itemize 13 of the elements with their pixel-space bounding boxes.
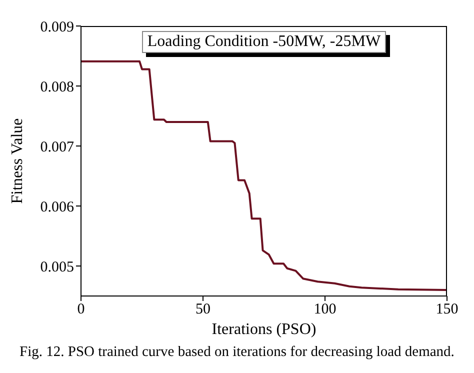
x-axis-title: Iterations (PSO): [212, 321, 316, 338]
x-tick-label: 150: [436, 302, 458, 318]
x-tick-label: 50: [196, 302, 210, 318]
annotation: Loading Condition -50MW, -25MW: [142, 31, 386, 53]
y-tick-label: 0.006: [40, 199, 74, 216]
y-tick-label: 0.009: [40, 19, 74, 36]
y-axis-title: Fitness Value: [9, 118, 26, 204]
y-tick-label: 0.008: [40, 79, 74, 96]
caption: Fig. 12. PSO trained curve based on iterations for decreasing load demand.: [18, 344, 456, 361]
x-tick-label: 100: [314, 302, 336, 318]
x-tick-label: 0: [77, 302, 85, 318]
y-tick-label: 0.007: [40, 139, 74, 156]
y-tick-label: 0.005: [40, 259, 74, 276]
